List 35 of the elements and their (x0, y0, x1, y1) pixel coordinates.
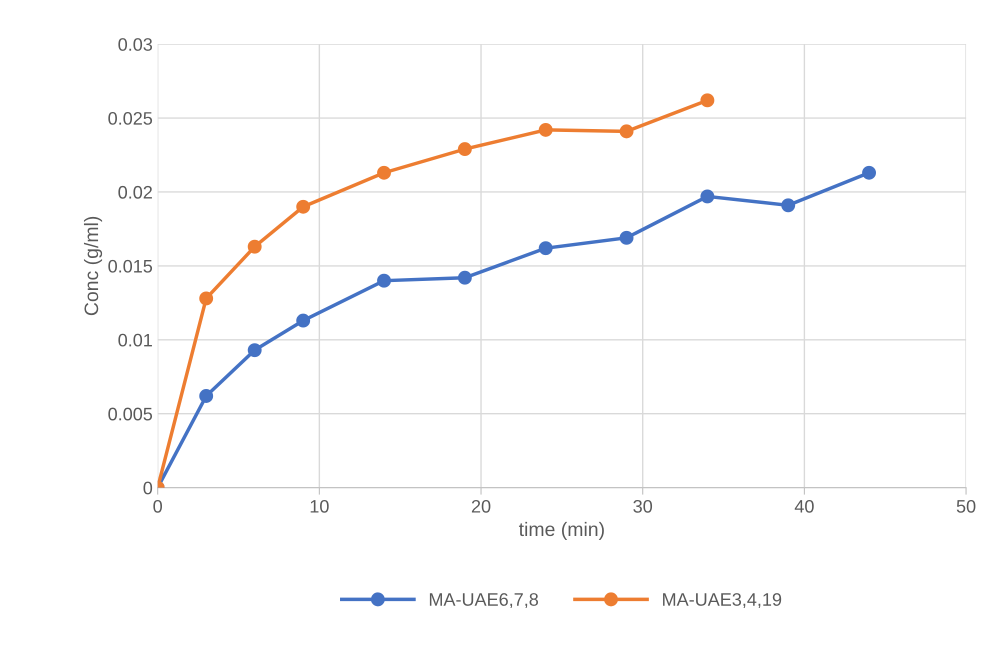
point (700, 189, 714, 204)
point (458, 270, 472, 285)
y-axis-title: Conc (g/ml) (84, 216, 102, 316)
point (377, 166, 391, 180)
point (296, 314, 310, 328)
point (862, 166, 876, 180)
point (538, 122, 553, 137)
point (700, 93, 714, 108)
point (248, 343, 262, 358)
x-tick-label: 30 (633, 500, 652, 513)
point (781, 198, 796, 212)
x-tick-label: 40 (794, 500, 814, 513)
y-tick-label: 0.03 (118, 38, 152, 51)
x-tick-label: 0 (153, 500, 162, 513)
x-tick-label: 50 (956, 500, 976, 513)
point (296, 200, 310, 214)
point (620, 230, 634, 245)
legend-label: MA-UAE3,4,19 (663, 593, 782, 608)
point (199, 389, 214, 403)
y-tick-label: 0.005 (108, 408, 152, 420)
point (199, 291, 214, 306)
point (377, 274, 391, 288)
point (538, 241, 553, 256)
y-tick-label: 0.01 (118, 334, 152, 347)
point (458, 142, 472, 156)
legend-label: MA-UAE6,7,8 (430, 593, 538, 608)
point (248, 240, 262, 254)
point (620, 124, 634, 138)
y-tick-label: 0.025 (108, 112, 152, 125)
x-tick-label: 10 (310, 500, 329, 513)
y-tick-label: 0.02 (118, 186, 152, 199)
y-tick-label: 0 (143, 482, 152, 494)
y-tick-label: 0.015 (108, 260, 152, 273)
x-tick-label: 20 (472, 500, 490, 513)
x-axis-title: time (min) (518, 522, 604, 540)
